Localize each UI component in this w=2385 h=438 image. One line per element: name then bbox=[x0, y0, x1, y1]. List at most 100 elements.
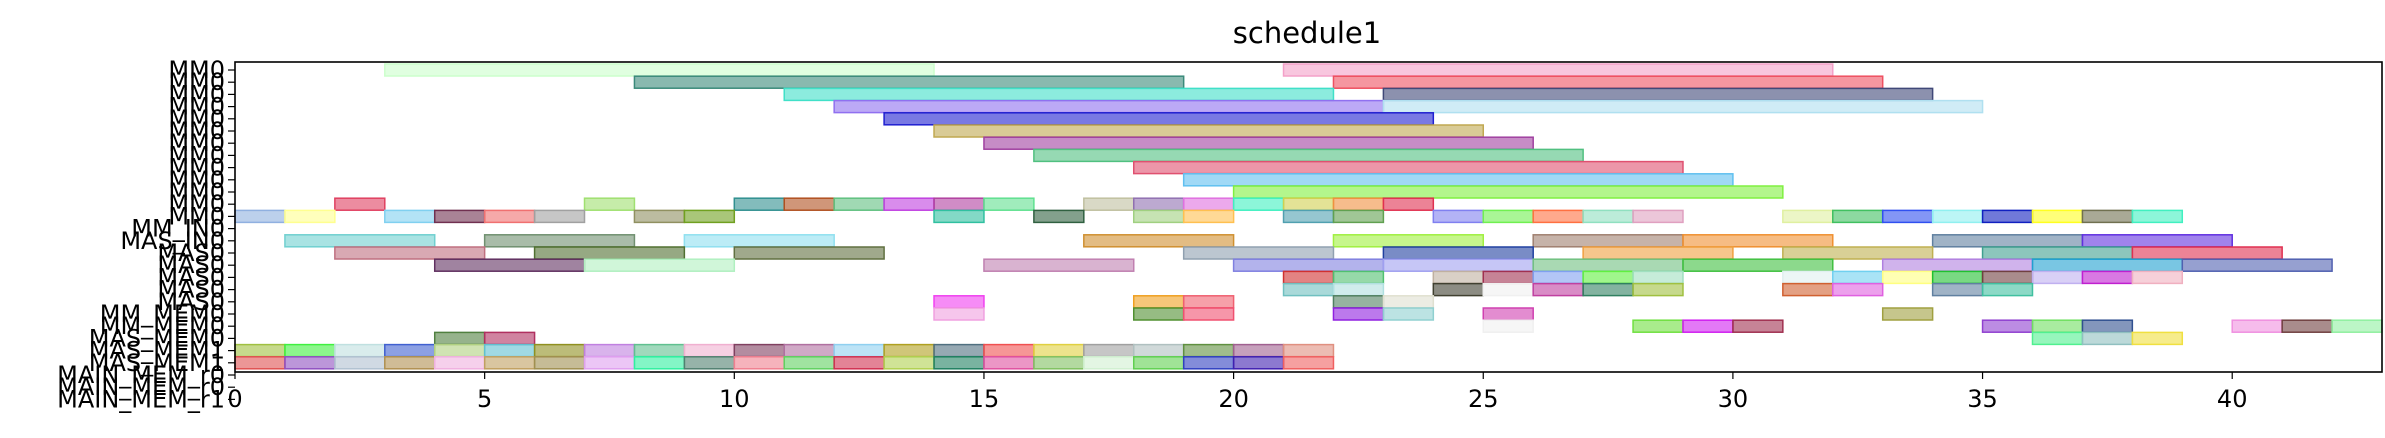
y-tick-label: MAS0 bbox=[157, 263, 225, 291]
task-bar bbox=[1132, 209, 1185, 224]
task-bar bbox=[1182, 343, 1235, 358]
task-bar bbox=[1332, 295, 1385, 309]
task-bar bbox=[483, 331, 536, 346]
task-bar bbox=[1182, 197, 1235, 211]
task-bar bbox=[1782, 270, 1834, 285]
task-bar bbox=[883, 197, 935, 211]
y-tick-label: MM0 bbox=[168, 56, 225, 84]
y-tick-label: MM0 bbox=[168, 154, 225, 182]
task-bar bbox=[933, 307, 985, 321]
y-tick-label: MAIN_MEM_r0 bbox=[57, 361, 225, 389]
task-bar bbox=[533, 356, 586, 370]
task-bar bbox=[1382, 87, 1934, 102]
y-tick-label: MAS0 bbox=[157, 251, 225, 279]
task-bar bbox=[1382, 258, 1534, 272]
x-tick-label: 5 bbox=[477, 385, 492, 413]
task-bar bbox=[284, 343, 336, 358]
x-tick-label: 15 bbox=[969, 385, 1000, 413]
task-bar bbox=[1981, 319, 2034, 333]
y-tick-label: MM_IN0 bbox=[131, 215, 225, 243]
task-bar bbox=[384, 343, 436, 358]
task-bar bbox=[2081, 270, 2134, 285]
task-bar bbox=[1332, 209, 1385, 224]
y-tick-label: MM_MEM0 bbox=[100, 312, 225, 340]
task-bar bbox=[683, 209, 736, 224]
y-tick-label: MM0 bbox=[168, 202, 225, 230]
task-bar bbox=[883, 356, 935, 370]
task-bar bbox=[1582, 282, 1634, 297]
x-tick-label: 0 bbox=[227, 385, 242, 413]
y-tick-label: MM0 bbox=[168, 68, 225, 96]
task-bar bbox=[1232, 185, 1784, 199]
task-bar bbox=[2131, 331, 2184, 346]
task-bar bbox=[1282, 209, 1335, 224]
task-bar bbox=[683, 343, 736, 358]
task-bar bbox=[2181, 258, 2333, 272]
task-bar bbox=[1132, 197, 1185, 211]
task-bar bbox=[2131, 246, 2283, 260]
task-bar bbox=[334, 343, 386, 358]
task-bar bbox=[1332, 75, 1884, 89]
task-bar bbox=[1132, 356, 1185, 370]
task-bar bbox=[533, 343, 586, 358]
task-bar bbox=[2031, 270, 2084, 285]
task-bar bbox=[1083, 343, 1135, 358]
task-bar bbox=[633, 356, 686, 370]
task-bar bbox=[1582, 246, 1734, 260]
task-bar bbox=[1582, 209, 1634, 224]
x-tick-label: 20 bbox=[1218, 385, 1249, 413]
x-tick-label: 40 bbox=[2217, 385, 2248, 413]
task-bar bbox=[2131, 270, 2184, 285]
task-bar bbox=[733, 246, 885, 260]
task-bar bbox=[2031, 319, 2084, 333]
task-bar bbox=[1532, 209, 1584, 224]
task-bar bbox=[933, 124, 1485, 138]
y-tick-label: MAS0 bbox=[157, 239, 225, 267]
task-bar bbox=[334, 356, 386, 370]
y-axis: MM0MM0MM0MM0MM0MM0MM0MM0MM0MM0MM0MM0MM0M… bbox=[57, 56, 235, 413]
task-bar bbox=[1482, 282, 1534, 297]
task-bar bbox=[1682, 258, 1834, 272]
task-bar bbox=[1881, 209, 1934, 224]
task-bar bbox=[234, 356, 286, 370]
task-bar bbox=[2331, 319, 2383, 333]
task-bar bbox=[433, 356, 486, 370]
task-bar bbox=[1282, 197, 1335, 211]
task-bar bbox=[1282, 270, 1335, 285]
task-bar bbox=[2081, 331, 2134, 346]
task-bar bbox=[284, 234, 436, 248]
task-bar bbox=[1282, 282, 1335, 297]
task-bar bbox=[1981, 209, 2034, 224]
task-bar bbox=[1832, 209, 1884, 224]
task-bar bbox=[1132, 295, 1185, 309]
task-bar bbox=[1582, 270, 1634, 285]
task-bar bbox=[2231, 319, 2283, 333]
task-bar bbox=[1432, 209, 1485, 224]
task-bar bbox=[883, 112, 1435, 126]
task-bar bbox=[883, 343, 935, 358]
task-bar bbox=[533, 246, 686, 260]
task-bar bbox=[1083, 234, 1235, 248]
task-bar bbox=[433, 343, 486, 358]
y-tick-label: MAS0 bbox=[157, 276, 225, 304]
task-bar bbox=[683, 356, 736, 370]
task-bar bbox=[633, 343, 686, 358]
task-bar bbox=[2031, 209, 2084, 224]
y-tick-label: MAIN_MEM_r0 bbox=[57, 373, 225, 401]
y-tick-label: MM0 bbox=[168, 80, 225, 108]
task-bar bbox=[983, 356, 1035, 370]
task-bar bbox=[1482, 209, 1534, 224]
y-tick-label: MAS_MEM1 bbox=[89, 337, 225, 365]
task-bar bbox=[1232, 343, 1285, 358]
task-bar bbox=[483, 209, 536, 224]
task-bar bbox=[1682, 319, 1734, 333]
task-bar bbox=[1432, 270, 1485, 285]
task-bar bbox=[1432, 282, 1485, 297]
task-bar bbox=[1382, 246, 1534, 260]
task-bar bbox=[933, 209, 985, 224]
task-bar bbox=[1682, 234, 1834, 248]
task-bar bbox=[1182, 209, 1235, 224]
task-bar bbox=[1382, 307, 1435, 321]
task-bar bbox=[1981, 282, 2034, 297]
task-bar bbox=[733, 356, 785, 370]
